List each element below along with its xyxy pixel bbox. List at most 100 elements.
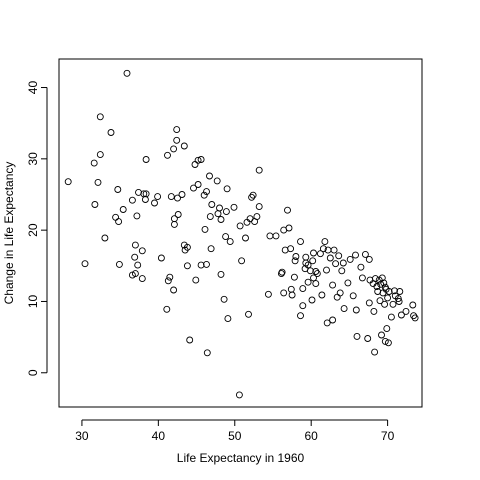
- data-point: [380, 279, 388, 287]
- y-tick-label: 40: [26, 81, 40, 95]
- data-point: [223, 185, 231, 193]
- data-point: [410, 312, 418, 320]
- data-point: [304, 261, 312, 269]
- data-point: [197, 261, 205, 269]
- data-point: [365, 255, 373, 263]
- data-point: [323, 266, 330, 274]
- data-point: [284, 206, 291, 214]
- data-point: [297, 238, 304, 246]
- data-point: [349, 292, 357, 300]
- data-point: [174, 211, 182, 218]
- data-point: [306, 267, 314, 275]
- data-point: [115, 260, 123, 268]
- data-point: [371, 348, 379, 356]
- data-point: [203, 349, 211, 357]
- data-point: [308, 296, 316, 304]
- data-point: [191, 161, 199, 168]
- data-point: [299, 285, 307, 293]
- data-point: [170, 220, 178, 228]
- data-point: [346, 255, 354, 263]
- data-point: [338, 267, 346, 275]
- data-point: [249, 191, 257, 199]
- data-point: [174, 194, 181, 202]
- data-point: [163, 305, 171, 313]
- data-point: [297, 312, 304, 320]
- data-point: [329, 281, 337, 289]
- y-tick-label: 30: [26, 152, 40, 166]
- data-point: [318, 291, 326, 299]
- data-point: [340, 305, 348, 313]
- data-point: [141, 196, 149, 203]
- data-point: [373, 283, 381, 290]
- data-point: [214, 210, 222, 218]
- data-point: [335, 252, 343, 260]
- data-point: [131, 253, 139, 261]
- data-point: [358, 274, 366, 282]
- data-point: [194, 181, 202, 188]
- x-tick-label: 70: [381, 429, 395, 443]
- data-point: [253, 213, 261, 221]
- data-point: [114, 186, 122, 193]
- data-point: [402, 307, 410, 315]
- data-point: [131, 241, 139, 249]
- data-point: [352, 251, 359, 259]
- data-point: [333, 293, 341, 301]
- y-axis-title: Change in Life Expectancy: [2, 162, 16, 305]
- data-point: [112, 213, 120, 221]
- data-point: [397, 311, 405, 319]
- data-point: [194, 156, 202, 164]
- data-point: [128, 196, 136, 204]
- data-point: [222, 233, 230, 241]
- data-point: [183, 262, 191, 270]
- data-point: [384, 294, 392, 302]
- data-point: [290, 273, 298, 281]
- data-point: [134, 261, 142, 269]
- data-point: [236, 222, 244, 230]
- data-point: [361, 250, 369, 258]
- data-point: [326, 254, 334, 262]
- data-point: [245, 310, 252, 318]
- data-point: [115, 218, 123, 226]
- data-point: [285, 224, 293, 232]
- data-point: [180, 142, 188, 150]
- data-point: [316, 250, 324, 258]
- data-point: [329, 316, 337, 324]
- data-point: [312, 268, 320, 275]
- data-point: [220, 295, 228, 303]
- data-point: [208, 201, 216, 208]
- data-point: [321, 238, 329, 246]
- data-points: [64, 69, 419, 399]
- data-point: [280, 289, 288, 297]
- data-point: [384, 339, 392, 347]
- data-point: [151, 199, 158, 207]
- data-point: [310, 274, 317, 282]
- data-point: [266, 232, 274, 240]
- data-point: [310, 249, 317, 257]
- data-point: [395, 298, 403, 305]
- data-point: [287, 285, 295, 293]
- data-point: [365, 299, 373, 307]
- data-point: [389, 300, 397, 308]
- data-point: [217, 270, 225, 278]
- data-point: [381, 337, 389, 345]
- data-point: [339, 259, 347, 267]
- data-point: [391, 287, 398, 295]
- data-point: [178, 191, 186, 198]
- data-point: [248, 193, 256, 201]
- data-point: [381, 300, 389, 308]
- data-point: [142, 156, 150, 163]
- data-point: [170, 145, 178, 153]
- data-point: [206, 172, 213, 180]
- data-point: [353, 332, 361, 340]
- data-point: [371, 275, 379, 283]
- data-point: [255, 203, 263, 211]
- x-tick-label: 50: [228, 429, 242, 443]
- data-point: [319, 245, 327, 253]
- data-point: [323, 319, 331, 327]
- data-point: [203, 188, 210, 196]
- data-point: [216, 204, 223, 212]
- data-point: [304, 278, 312, 286]
- data-point: [203, 260, 210, 268]
- data-point: [170, 215, 178, 223]
